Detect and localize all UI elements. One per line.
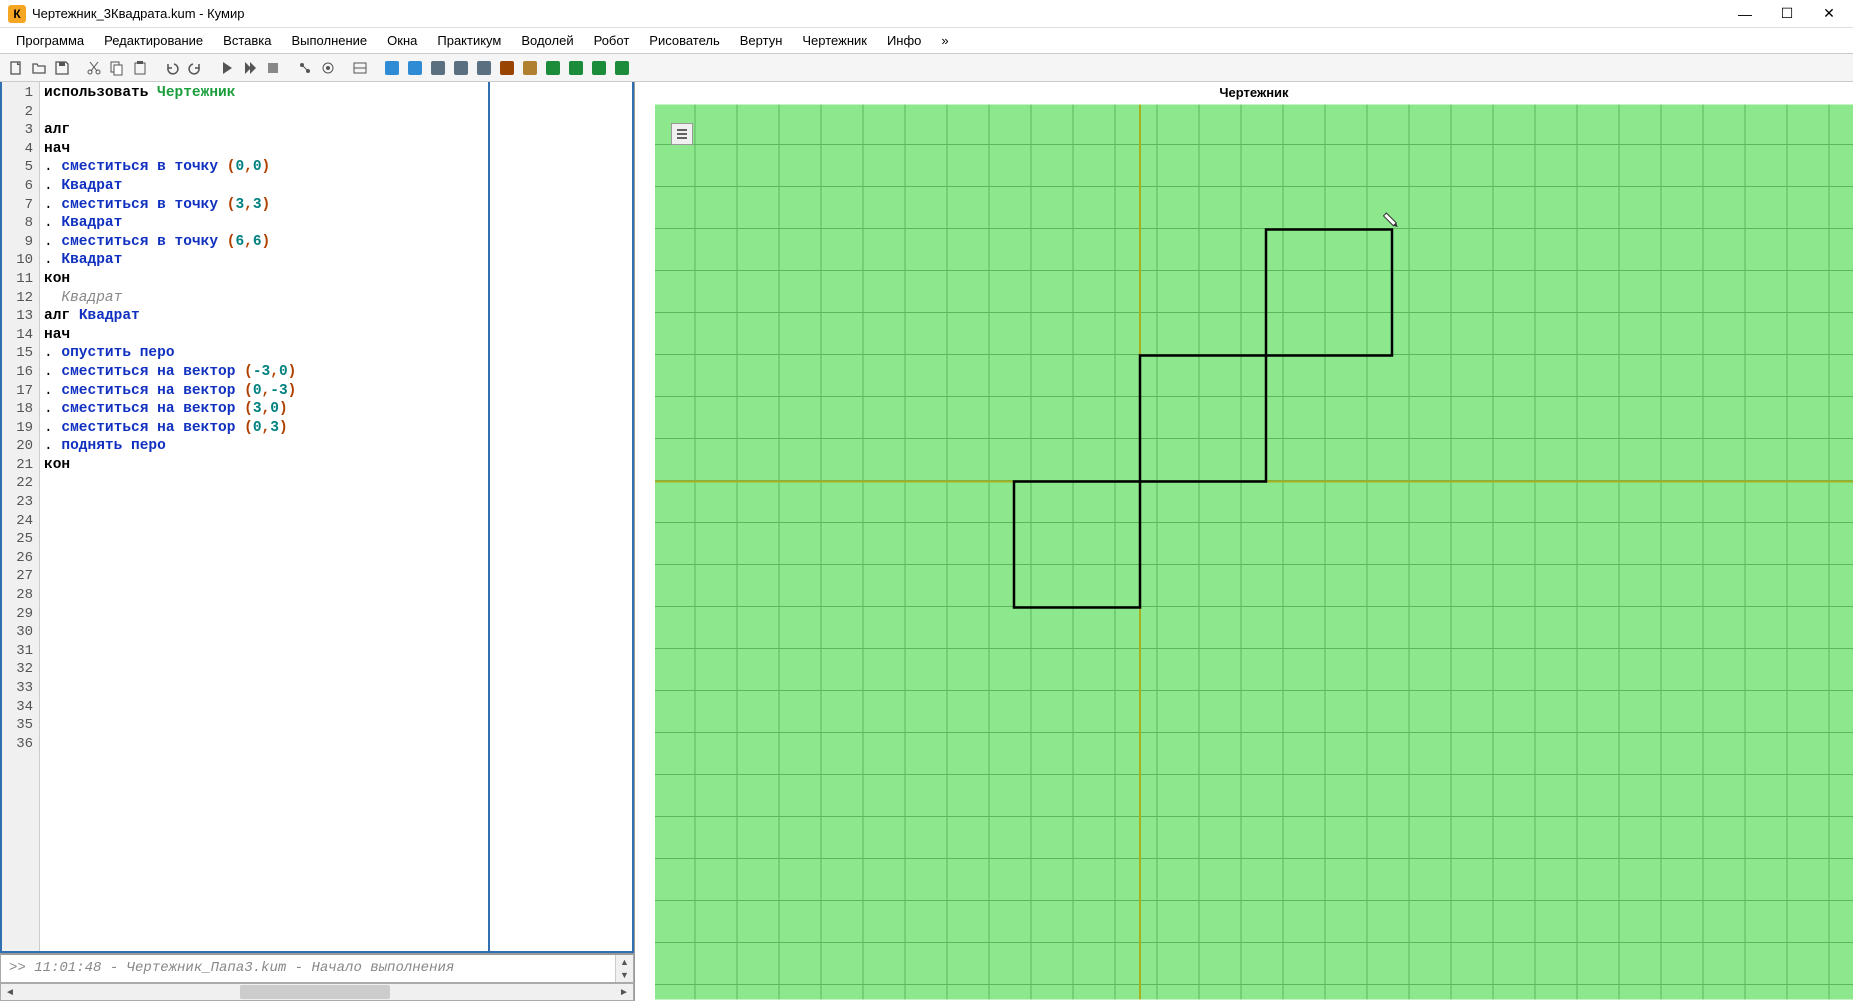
canvas-menu-button[interactable] xyxy=(671,123,693,145)
horizontal-scrollbar[interactable]: ◄ ► xyxy=(0,983,634,1001)
toolbar-cut-icon[interactable] xyxy=(84,58,104,78)
close-button[interactable]: ✕ xyxy=(1817,4,1841,24)
code-line[interactable] xyxy=(44,474,484,493)
code-line[interactable]: . сместиться на вектор (-3,0) xyxy=(44,363,484,382)
code-line[interactable]: . сместиться на вектор (0,3) xyxy=(44,419,484,438)
toolbar-toggle2-icon[interactable] xyxy=(318,58,338,78)
code-line[interactable]: алг Квадрат xyxy=(44,307,484,326)
toolbar-mod1-icon[interactable] xyxy=(382,58,402,78)
toolbar-new-icon[interactable] xyxy=(6,58,26,78)
drawing-canvas[interactable] xyxy=(655,103,1853,1001)
menu-»[interactable]: » xyxy=(933,30,956,51)
menu-водолей[interactable]: Водолей xyxy=(513,30,581,51)
menu-программа[interactable]: Программа xyxy=(8,30,92,51)
toolbar-open-icon[interactable] xyxy=(29,58,49,78)
code-line[interactable]: . поднять перо xyxy=(44,437,484,456)
menu-рисователь[interactable]: Рисователь xyxy=(641,30,727,51)
code-margin xyxy=(490,82,632,951)
menu-робот[interactable]: Робот xyxy=(586,30,638,51)
code-line[interactable]: кон xyxy=(44,456,484,475)
code-line[interactable] xyxy=(44,698,484,717)
window-title: Чертежник_3Квадрата.kum - Кумир xyxy=(32,6,1733,21)
toolbar-mod11-icon[interactable] xyxy=(612,58,632,78)
toolbar-mod2-icon[interactable] xyxy=(405,58,425,78)
toolbar-switch-icon[interactable] xyxy=(350,58,370,78)
menu-выполнение[interactable]: Выполнение xyxy=(283,30,375,51)
line-gutter: 1234567891011121314151617181920212223242… xyxy=(2,82,40,951)
code-line[interactable] xyxy=(44,660,484,679)
toolbar-stop-icon[interactable] xyxy=(263,58,283,78)
code-line[interactable]: . сместиться в точку (6,6) xyxy=(44,233,484,252)
toolbar-mod4-icon[interactable] xyxy=(451,58,471,78)
menu-редактирование[interactable]: Редактирование xyxy=(96,30,211,51)
code-line[interactable] xyxy=(44,103,484,122)
canvas-pane: Чертежник xyxy=(635,82,1853,1001)
menu-bar: ПрограммаРедактированиеВставкаВыполнение… xyxy=(0,28,1853,54)
code-line[interactable]: кон xyxy=(44,270,484,289)
code-line[interactable]: . сместиться на вектор (3,0) xyxy=(44,400,484,419)
menu-инфо[interactable]: Инфо xyxy=(879,30,929,51)
toolbar xyxy=(0,54,1853,82)
code-line[interactable]: использовать Чертежник xyxy=(44,84,484,103)
canvas-title: Чертежник xyxy=(655,82,1853,103)
code-line[interactable]: . Квадрат xyxy=(44,251,484,270)
console-output: >> 11:01:48 - Чертежник_Папа3.kum - Нача… xyxy=(1,955,615,982)
toolbar-toggle1-icon[interactable] xyxy=(295,58,315,78)
code-line[interactable] xyxy=(44,716,484,735)
toolbar-mod8-icon[interactable] xyxy=(543,58,563,78)
toolbar-undo-icon[interactable] xyxy=(162,58,182,78)
code-line[interactable] xyxy=(44,530,484,549)
toolbar-mod7-icon[interactable] xyxy=(520,58,540,78)
code-line[interactable]: нач xyxy=(44,326,484,345)
code-line[interactable]: . Квадрат xyxy=(44,214,484,233)
code-line[interactable]: алг xyxy=(44,121,484,140)
menu-окна[interactable]: Окна xyxy=(379,30,425,51)
code-line[interactable] xyxy=(44,623,484,642)
console-scrollbar[interactable]: ▲▼ xyxy=(615,955,633,982)
code-line[interactable]: нач xyxy=(44,140,484,159)
menu-вертун[interactable]: Вертун xyxy=(732,30,791,51)
toolbar-play-icon[interactable] xyxy=(217,58,237,78)
toolbar-mod9-icon[interactable] xyxy=(566,58,586,78)
toolbar-mod5-icon[interactable] xyxy=(474,58,494,78)
code-line[interactable] xyxy=(44,586,484,605)
code-editor[interactable]: использовать Чертежникалгнач. сместиться… xyxy=(40,82,632,951)
title-bar: К Чертежник_3Квадрата.kum - Кумир — ☐ ✕ xyxy=(0,0,1853,28)
code-line[interactable]: . опустить перо xyxy=(44,344,484,363)
app-icon: К xyxy=(8,5,26,23)
code-line[interactable] xyxy=(44,512,484,531)
code-line[interactable] xyxy=(44,679,484,698)
menu-чертежник[interactable]: Чертежник xyxy=(794,30,875,51)
minimize-button[interactable]: — xyxy=(1733,4,1757,24)
code-line[interactable]: Квадрат xyxy=(44,289,484,308)
toolbar-step-icon[interactable] xyxy=(240,58,260,78)
menu-вставка[interactable]: Вставка xyxy=(215,30,279,51)
code-line[interactable]: . Квадрат xyxy=(44,177,484,196)
code-line[interactable]: . сместиться в точку (3,3) xyxy=(44,196,484,215)
code-line[interactable]: . сместиться на вектор (0,-3) xyxy=(44,382,484,401)
menu-практикум[interactable]: Практикум xyxy=(429,30,509,51)
toolbar-mod6-icon[interactable] xyxy=(497,58,517,78)
code-line[interactable] xyxy=(44,567,484,586)
toolbar-redo-icon[interactable] xyxy=(185,58,205,78)
code-line[interactable] xyxy=(44,642,484,661)
editor-pane: 1234567891011121314151617181920212223242… xyxy=(0,82,635,1001)
console: >> 11:01:48 - Чертежник_Папа3.kum - Нача… xyxy=(0,953,634,983)
code-line[interactable]: . сместиться в точку (0,0) xyxy=(44,158,484,177)
maximize-button[interactable]: ☐ xyxy=(1775,4,1799,24)
toolbar-paste-icon[interactable] xyxy=(130,58,150,78)
code-line[interactable] xyxy=(44,735,484,754)
toolbar-copy-icon[interactable] xyxy=(107,58,127,78)
code-line[interactable] xyxy=(44,549,484,568)
toolbar-mod10-icon[interactable] xyxy=(589,58,609,78)
code-line[interactable] xyxy=(44,493,484,512)
toolbar-save-icon[interactable] xyxy=(52,58,72,78)
code-line[interactable] xyxy=(44,605,484,624)
toolbar-mod3-icon[interactable] xyxy=(428,58,448,78)
